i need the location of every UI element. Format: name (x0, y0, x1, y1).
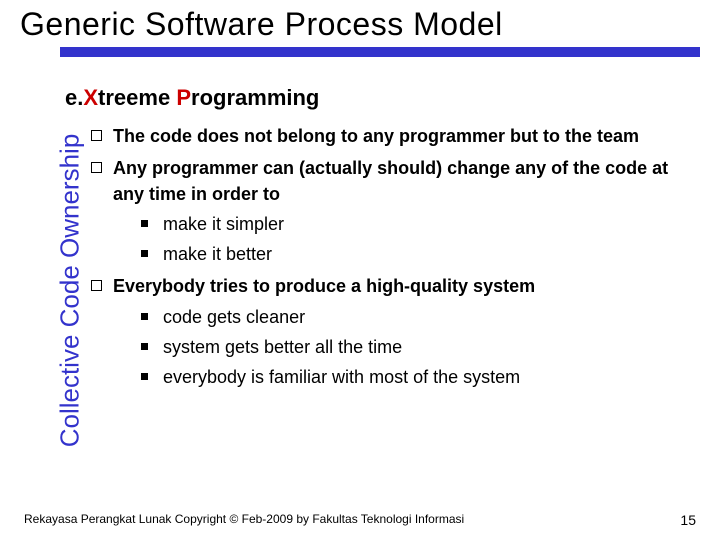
bullet-text: system gets better all the time (163, 337, 402, 357)
list-item: make it simpler (141, 211, 700, 237)
subtitle-mid: treeme (98, 85, 176, 110)
list-item: The code does not belong to any programm… (91, 123, 700, 149)
bullet-text: Any programmer can (actually should) cha… (113, 158, 668, 204)
list-item: Everybody tries to produce a high-qualit… (91, 273, 700, 389)
footer-text: Rekayasa Perangkat Lunak Copyright © Feb… (24, 512, 464, 528)
subtitle: e.Xtreeme Programming (65, 85, 700, 111)
bullet-list: The code does not belong to any programm… (65, 123, 700, 390)
list-item: everybody is familiar with most of the s… (141, 364, 700, 390)
subtitle-post: rogramming (191, 85, 319, 110)
subtitle-pre: e. (65, 85, 83, 110)
title-wrap: Generic Software Process Model (0, 0, 720, 43)
subtitle-p: P (176, 85, 191, 110)
bullet-text: make it better (163, 244, 272, 264)
accent-bar (60, 47, 700, 57)
list-item: Any programmer can (actually should) cha… (91, 155, 700, 267)
list-item: system gets better all the time (141, 334, 700, 360)
bullet-text: code gets cleaner (163, 307, 305, 327)
content: e.Xtreeme Programming The code does not … (65, 85, 700, 396)
page-title: Generic Software Process Model (20, 6, 700, 43)
bullet-text: everybody is familiar with most of the s… (163, 367, 520, 387)
slide: Generic Software Process Model Collectiv… (0, 0, 720, 540)
sub-list: code gets cleaner system gets better all… (113, 304, 700, 390)
list-item: code gets cleaner (141, 304, 700, 330)
bullet-text: The code does not belong to any programm… (113, 126, 639, 146)
footer: Rekayasa Perangkat Lunak Copyright © Feb… (24, 512, 696, 528)
subtitle-x: X (83, 85, 98, 110)
list-item: make it better (141, 241, 700, 267)
bullet-text: Everybody tries to produce a high-qualit… (113, 276, 535, 296)
sub-list: make it simpler make it better (113, 211, 700, 267)
bullet-text: make it simpler (163, 214, 284, 234)
page-number: 15 (680, 512, 696, 528)
